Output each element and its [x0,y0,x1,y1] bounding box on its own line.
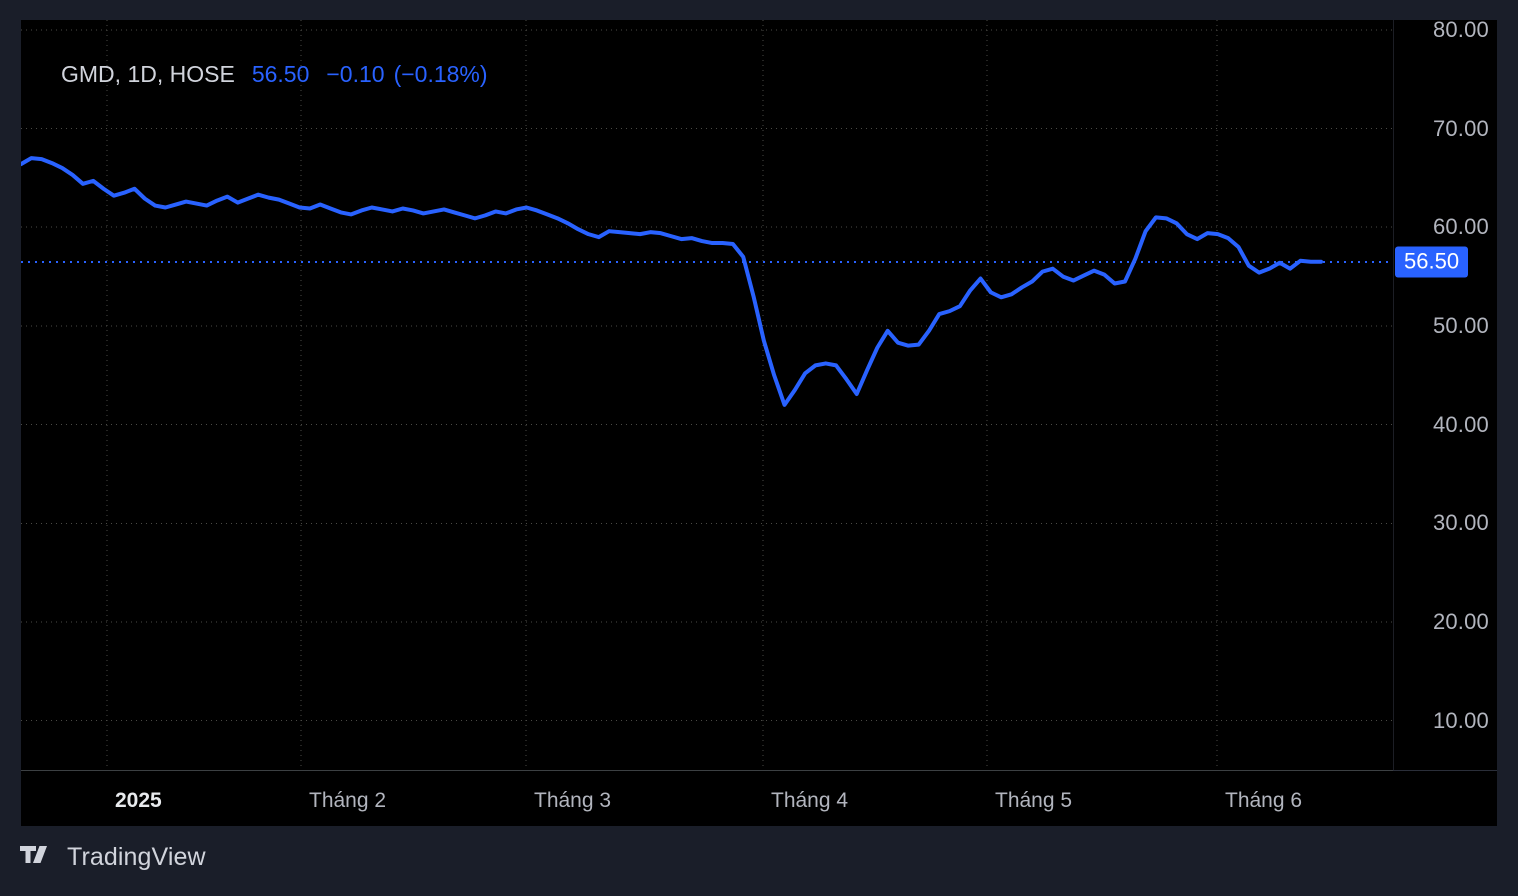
price-tick-label: 30.00 [1432,510,1489,536]
current-price-badge[interactable]: 56.50 [1395,246,1469,278]
price-tick-label: 20.00 [1432,608,1489,634]
price-tick-label: 10.00 [1432,707,1489,733]
time-tick-label: Tháng 6 [1225,789,1303,812]
plot-axis-divider [1393,20,1394,770]
time-tick-label: Tháng 4 [771,789,849,812]
tradingview-branding[interactable]: TradingView [20,843,206,872]
time-scale[interactable]: 2025 Tháng 2 Tháng 3 Tháng 4 Tháng 5 Tháng 6 [21,771,1497,826]
price-series-plot [21,20,1393,770]
time-tick-label: 2025 [115,789,162,812]
chart-canvas[interactable]: 80.00 70.00 60.00 50.00 40.00 30.00 20.00 10.00… [21,20,1497,826]
price-plot-pane[interactable] [21,20,1393,770]
time-axis-separator [21,770,1393,771]
price-tick-label: 60.00 [1432,214,1489,240]
time-tick-label: Tháng 2 [309,789,387,812]
price-scale[interactable]: 80.00 70.00 60.00 50.00 40.00 30.00 20.00 10.00… [1393,20,1497,770]
time-axis-separator-right [1393,770,1497,771]
tradingview-wordmark: TradingView [67,843,206,871]
time-tick-label: Tháng 5 [995,789,1073,812]
tradingview-logo-icon [20,845,56,870]
price-tick-label: 80.00 [1432,20,1489,42]
price-tick-label: 50.00 [1432,312,1489,338]
price-tick-label: 70.00 [1432,115,1489,141]
time-tick-label: Tháng 3 [534,789,612,812]
price-tick-label: 40.00 [1432,411,1489,437]
